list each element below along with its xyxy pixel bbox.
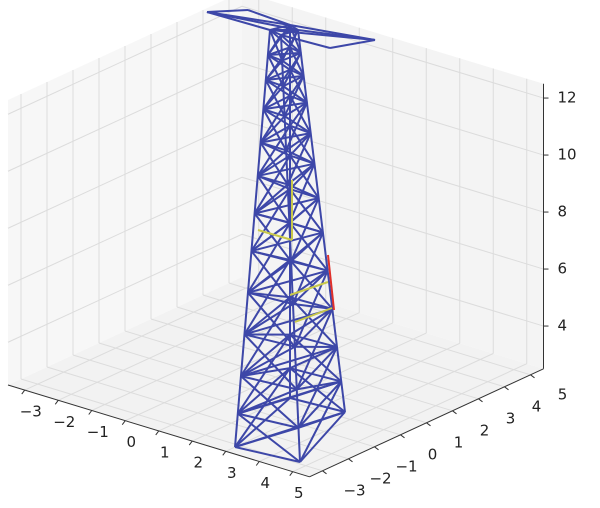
y-tick-label: 4 [532,397,542,415]
page: {"chart_data": {"type": "line3d", "xlim"… [0,0,600,508]
tick-mark [427,423,431,426]
y-tick-label: 0 [428,445,438,463]
x-tick-label: −1 [87,423,109,441]
chart: −3−2−1012345−3−2−10123454681012 [0,0,600,508]
y-tick-label: 3 [506,409,516,427]
tick-mark [401,435,405,438]
tick-mark [156,431,159,435]
z-tick-label: 8 [558,203,568,221]
tick-mark [505,387,509,390]
x-tick-label: −3 [20,403,42,421]
x-tick-label: −2 [53,413,75,431]
z-tick-label: 10 [558,146,577,164]
z-tick-label: 12 [558,89,577,107]
x-tick-label: 1 [160,443,170,461]
y-tick-label: 1 [454,433,464,451]
x-tick-label: 0 [126,433,136,451]
y-tick-label: 5 [558,385,568,403]
tick-mark [375,447,379,450]
tick-mark [479,399,483,402]
tick-mark [531,375,535,378]
x-tick-label: 5 [294,484,304,502]
tick-mark [349,459,353,462]
y-tick-label: −1 [395,457,417,475]
tick-mark [122,421,125,425]
x-tick-label: 3 [227,464,237,482]
tick-mark [256,462,259,466]
tick-mark [323,471,327,474]
x-tick-label: 2 [193,454,203,472]
z-tick-label: 4 [558,317,568,335]
y-tick-label: 2 [480,421,490,439]
y-tick-label: −2 [369,469,391,487]
y-tick-label: −3 [343,481,365,499]
tick-mark [290,472,293,476]
tick-mark [453,411,457,414]
tick-mark [223,451,226,455]
tick-mark [89,411,92,415]
x-tick-label: 4 [260,474,270,492]
z-tick-label: 6 [558,260,568,278]
tick-mark [22,390,25,394]
tick-mark [189,441,192,445]
tick-mark [55,400,58,404]
